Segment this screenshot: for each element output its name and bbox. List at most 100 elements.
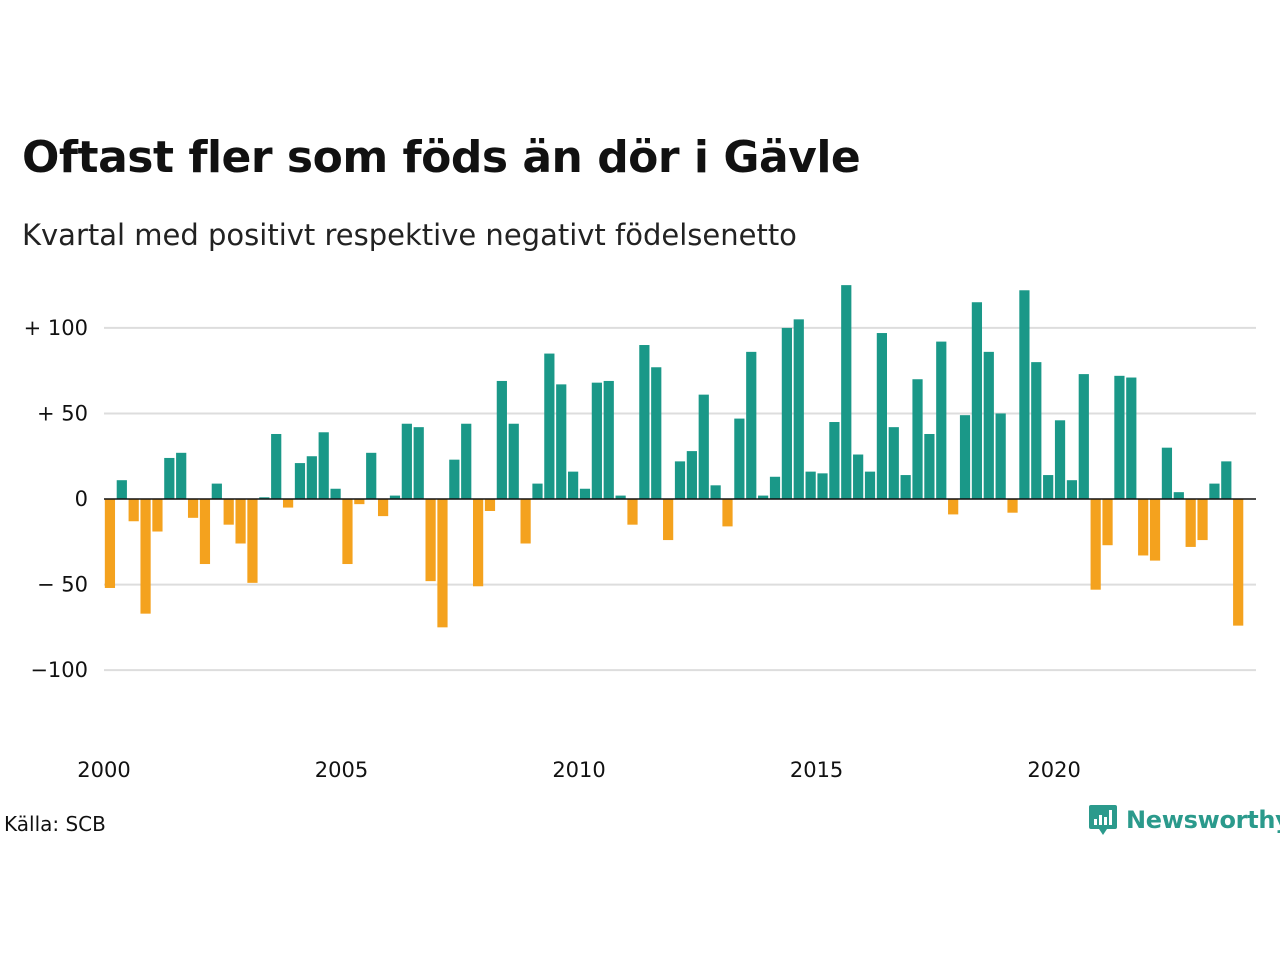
- bar: [437, 499, 448, 628]
- bar: [888, 427, 899, 500]
- bar: [1149, 499, 1161, 561]
- bar: [366, 452, 377, 500]
- bar: [1221, 461, 1232, 500]
- bar: [532, 483, 543, 500]
- bar: [971, 302, 983, 500]
- axis-labels: + 100 + 50 0 − 50 −100 2000 2005 2010 2015 2020: [24, 316, 1081, 782]
- bar: [1019, 290, 1030, 500]
- bar: [128, 499, 139, 522]
- bar: [793, 319, 804, 500]
- bar: [639, 345, 650, 500]
- bar: [520, 499, 531, 544]
- bar: [568, 471, 579, 500]
- newsworthy-logo: Newsworthy: [1088, 803, 1280, 837]
- bar: [1233, 499, 1244, 626]
- bar: [769, 476, 781, 500]
- bar: [579, 488, 591, 500]
- bar: [508, 423, 519, 500]
- bar: [864, 471, 876, 500]
- x-tick-label: 2010: [552, 758, 605, 782]
- y-tick-label: −100: [30, 658, 88, 682]
- bar: [686, 451, 697, 500]
- bar: [841, 285, 852, 500]
- bar: [627, 499, 638, 525]
- bar: [1054, 420, 1066, 500]
- bar: [995, 413, 1006, 500]
- bar: [556, 384, 567, 500]
- bar: [1090, 499, 1101, 590]
- bar: [1066, 480, 1078, 500]
- bar: [722, 499, 733, 527]
- bar: [805, 471, 816, 500]
- bar: [829, 422, 840, 500]
- bar: [377, 499, 389, 517]
- bars: [104, 285, 1244, 628]
- bar: [187, 499, 199, 518]
- bar: [1209, 483, 1220, 500]
- bar: [746, 351, 757, 500]
- bar: [294, 463, 306, 500]
- bar: [140, 499, 151, 614]
- bar: [591, 382, 602, 500]
- bar: [211, 483, 222, 500]
- bar: [1043, 475, 1054, 500]
- bar: [330, 488, 341, 500]
- bar: [698, 394, 709, 500]
- bar: [259, 497, 270, 500]
- bar: [152, 499, 163, 532]
- bar: [615, 495, 626, 500]
- bar: [603, 380, 614, 500]
- chart-subtitle: Kvartal med positivt respektive negativt…: [22, 218, 797, 252]
- bar: [936, 341, 947, 500]
- bar: [199, 499, 211, 565]
- bar: [1126, 377, 1137, 500]
- bar: [318, 432, 329, 500]
- x-tick-label: 2015: [790, 758, 843, 782]
- source-note: Källa: SCB: [4, 812, 106, 836]
- bar: [817, 473, 828, 500]
- bar: [544, 353, 555, 500]
- bar: [473, 499, 484, 587]
- bar: [876, 333, 887, 500]
- bar: [164, 457, 175, 500]
- bar-chart: + 100 + 50 0 − 50 −100 2000 2005 2010 2015 2020: [24, 285, 1256, 782]
- y-tick-label: + 100: [24, 316, 88, 340]
- bar: [484, 499, 496, 511]
- bar: [271, 433, 282, 500]
- bar: [983, 351, 994, 500]
- bar: [1173, 492, 1184, 500]
- bar: [674, 461, 686, 500]
- chart-title: Oftast fler som föds än dör i Gävle: [22, 132, 861, 183]
- newsworthy-logo-icon: [1089, 805, 1117, 835]
- bar: [354, 499, 365, 505]
- bar: [924, 433, 935, 500]
- bar: [413, 427, 424, 500]
- bar: [663, 499, 674, 541]
- bar: [401, 423, 412, 500]
- bar: [1114, 375, 1125, 500]
- bar: [306, 456, 317, 500]
- bar: [853, 454, 864, 500]
- bar: [496, 380, 507, 500]
- bar: [342, 499, 353, 565]
- bar: [449, 459, 460, 500]
- y-tick-label: 0: [75, 487, 88, 511]
- bar: [1185, 499, 1196, 547]
- bar: [959, 415, 971, 500]
- gridlines: [104, 326, 1256, 672]
- bar: [116, 480, 127, 500]
- bar: [710, 485, 721, 500]
- x-tick-label: 2020: [1027, 758, 1080, 782]
- bar: [235, 499, 246, 544]
- bar: [1197, 499, 1208, 541]
- bar: [1078, 374, 1089, 500]
- bar: [425, 499, 436, 582]
- bar: [900, 475, 911, 500]
- bar: [1161, 447, 1173, 500]
- bar: [1138, 499, 1149, 556]
- bar: [282, 499, 294, 508]
- bar: [389, 495, 401, 500]
- bar: [912, 379, 923, 500]
- bar: [247, 499, 258, 583]
- y-tick-label: − 50: [37, 573, 88, 597]
